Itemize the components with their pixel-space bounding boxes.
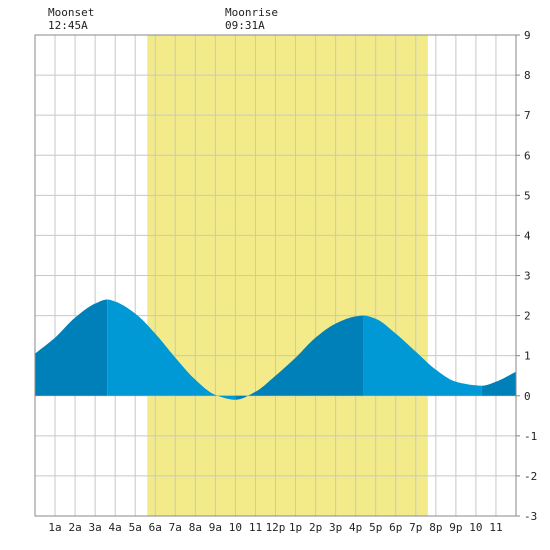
x-tick-label: 9a: [209, 521, 222, 534]
moonrise-label: Moonrise 09:31A: [225, 6, 278, 32]
tide-segment-rising: [35, 299, 108, 396]
x-tick-label: 2p: [309, 521, 322, 534]
moonrise-title: Moonrise: [225, 6, 278, 19]
x-tick-label: 7p: [409, 521, 422, 534]
y-axis-ticks: -3 -2 -1 0 1 2 3 4 5 6 7 8 9: [516, 29, 537, 523]
x-tick-label: 12p: [266, 521, 286, 534]
x-tick-label: 2a: [68, 521, 81, 534]
y-tick-label: 4: [524, 229, 531, 242]
tide-segment-falling: [107, 299, 236, 400]
x-tick-label: 3p: [329, 521, 342, 534]
moonset-label: Moonset 12:45A: [48, 6, 94, 32]
x-tick-label: 11: [249, 521, 262, 534]
y-tick-label: 5: [524, 189, 531, 202]
tide-segment-rising: [481, 371, 516, 396]
tide-area: [35, 299, 516, 400]
x-tick-label: 4p: [349, 521, 362, 534]
x-tick-label: 8a: [189, 521, 202, 534]
x-tick-label: 9p: [449, 521, 462, 534]
y-tick-label: 3: [524, 270, 531, 283]
x-tick-label: 6a: [149, 521, 162, 534]
x-tick-label: 3a: [89, 521, 102, 534]
x-tick-label: 4a: [109, 521, 122, 534]
grid-lines: [35, 34, 516, 517]
x-axis-ticks: 1a 2a 3a 4a 5a 6a 7a 8a 9a 10 11 12p 1p 2p 3p 4p 5p 6p 7p 8…: [48, 521, 502, 534]
y-tick-label: -3: [524, 510, 537, 523]
x-tick-label: 7a: [169, 521, 182, 534]
x-tick-label: 1p: [289, 521, 302, 534]
x-tick-label: 10: [469, 521, 482, 534]
moonset-time: 12:45A: [48, 19, 88, 32]
y-tick-label: 9: [524, 29, 531, 42]
y-tick-label: 2: [524, 310, 531, 323]
x-tick-label: 1a: [48, 521, 61, 534]
y-tick-label: 0: [524, 390, 531, 403]
tide-segment-falling: [363, 315, 482, 396]
y-tick-label: 6: [524, 149, 531, 162]
x-tick-label: 11: [489, 521, 502, 534]
x-tick-label: 6p: [389, 521, 402, 534]
moonset-title: Moonset: [48, 6, 95, 19]
x-tick-label: 5p: [369, 521, 382, 534]
y-tick-label: -1: [524, 430, 537, 443]
y-tick-label: -2: [524, 470, 537, 483]
tide-segment-rising: [235, 315, 364, 400]
y-tick-label: 8: [524, 69, 531, 82]
x-tick-label: 5a: [129, 521, 142, 534]
x-tick-label: 10: [229, 521, 242, 534]
x-tick-label: 8p: [429, 521, 442, 534]
y-tick-label: 7: [524, 109, 531, 122]
moonrise-time: 09:31A: [225, 19, 265, 32]
y-tick-label: 1: [524, 350, 531, 363]
